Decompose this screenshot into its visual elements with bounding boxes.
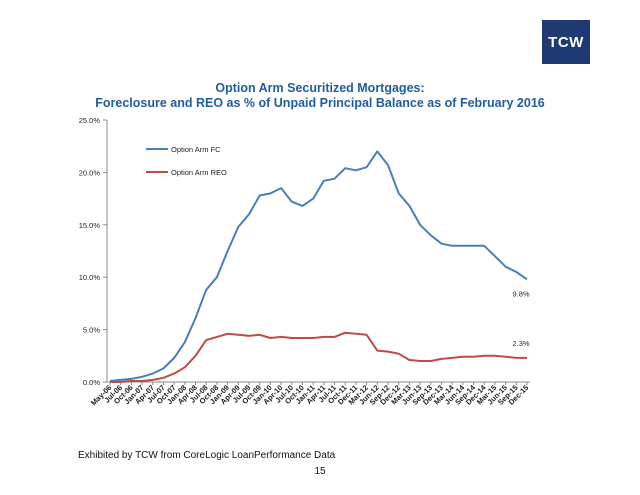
chart-title-line1: Option Arm Securitized Mortgages:	[215, 81, 425, 95]
source-footer: Exhibited by TCW from CoreLogic LoanPerf…	[78, 450, 336, 461]
end-value-label: 2.3%	[512, 339, 529, 348]
tcw-logo: TCW	[542, 20, 590, 64]
y-tick-label: 20.0%	[79, 168, 101, 177]
chart-legend: Option Arm FC Option Arm REO	[146, 145, 227, 177]
series-line-fc	[109, 150, 528, 382]
y-tick-label: 10.0%	[79, 273, 101, 282]
legend-label: Option Arm FC	[171, 145, 221, 154]
page-number: 15	[314, 466, 326, 477]
end-value-label: 9.8%	[512, 289, 529, 298]
series-line-reo	[110, 331, 527, 383]
chart-series: 9.8% 2.3%	[109, 150, 530, 383]
legend-label: Option Arm REO	[171, 168, 227, 177]
chart-axes: 0.0%5.0%10.0%15.0%20.0%25.0%May-06Jul-06…	[79, 116, 531, 407]
y-tick-label: 15.0%	[79, 221, 101, 230]
y-tick-label: 25.0%	[79, 116, 101, 125]
y-tick-label: 5.0%	[83, 326, 100, 335]
chart-title-line2: Foreclosure and REO as % of Unpaid Princ…	[95, 96, 545, 110]
y-tick-label: 0.0%	[83, 378, 100, 387]
